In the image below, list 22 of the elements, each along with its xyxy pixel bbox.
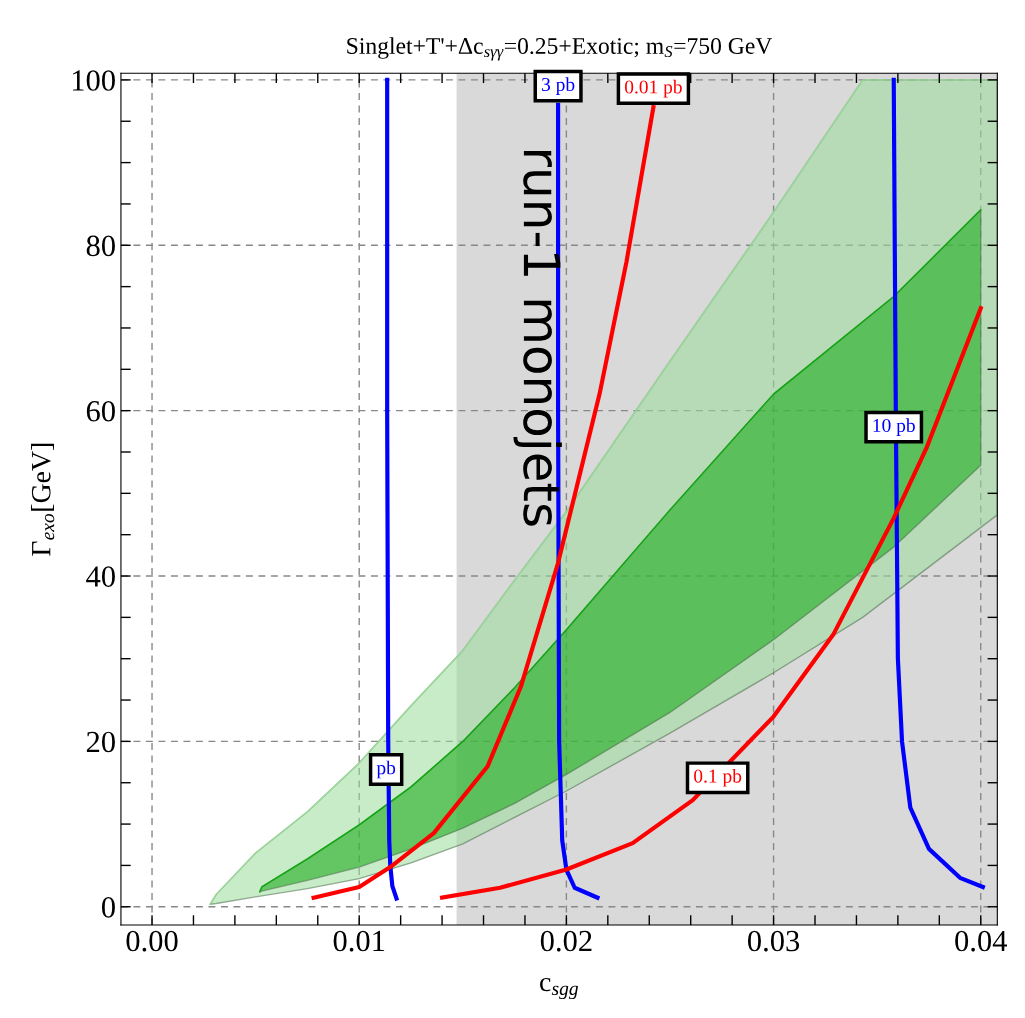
y-tick-label: 100 (72, 70, 115, 91)
x-tick-label: 0.00 (126, 930, 178, 952)
band-label: run-1 monojets (513, 151, 562, 526)
annotation: 3 pb (542, 77, 575, 95)
line-series (891, 77, 985, 890)
x-tick-label: 0.03 (748, 930, 800, 952)
y-tick-label: 0 (101, 897, 115, 918)
x-axis-title: c$_{sgg}$ (540, 977, 578, 1000)
annotation: 0.01 pb (624, 79, 682, 98)
y-tick-label: 40 (86, 566, 115, 587)
annotation: 0.1 pb (694, 768, 742, 787)
annotation: pb (376, 760, 396, 779)
y-tick-label: 60 (86, 400, 115, 422)
y-tick-label: 20 (86, 731, 115, 753)
y-axis-title: Γ$_{exo}$[GeV] (31, 443, 55, 556)
x-tick-label: 0.02 (540, 930, 592, 952)
x-tick-label: 0.04 (955, 930, 1008, 952)
x-tick-label: 0.01 (333, 930, 385, 952)
chart-title: Singlet+T'+Δc$_{sγγ}$=0.25+Exotic; m$_{S}$=750 GeV (347, 37, 773, 61)
y-tick-label: 80 (86, 235, 115, 257)
annotation: 10 pb (873, 418, 915, 437)
line-series (311, 105, 656, 900)
